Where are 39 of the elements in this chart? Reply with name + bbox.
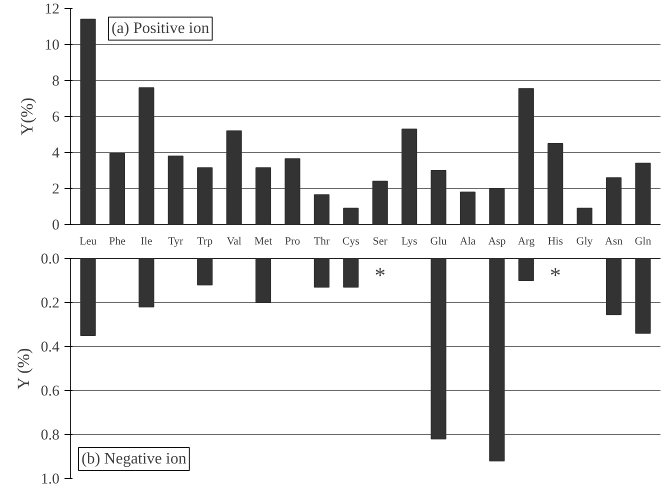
- y-tick-label: 10: [44, 38, 60, 54]
- y-tick-label: 0: [52, 218, 60, 234]
- x-tick-label: Gly: [576, 236, 594, 248]
- x-tick-label: Gln: [634, 236, 652, 248]
- y-tick-label: 0.8: [40, 428, 60, 444]
- x-tick-label: Met: [254, 236, 272, 248]
- y-tick-label: 12: [44, 2, 60, 18]
- y-axis-title: Y (%): [14, 348, 33, 390]
- y-tick-label: 8: [52, 74, 60, 90]
- y-tick-label: 1.0: [40, 472, 60, 488]
- x-tick-label: Ile: [140, 236, 152, 248]
- y-axis-title: Y(%): [18, 98, 36, 136]
- y-tick-label: 0.6: [40, 384, 60, 400]
- y-tick-label: 6: [52, 110, 60, 126]
- x-tick-label: Trp: [197, 236, 214, 248]
- x-tick-label: Leu: [79, 236, 98, 248]
- x-tick-label: Pro: [284, 236, 301, 248]
- y-tick-label: 4: [52, 146, 60, 162]
- annotation: *: [550, 262, 561, 288]
- x-tick-label: Arg: [518, 236, 536, 248]
- x-tick-label: Glu: [430, 236, 448, 248]
- x-tick-label: His: [548, 236, 563, 248]
- x-tick-label: Ser: [372, 236, 388, 248]
- x-tick-label: Cys: [342, 236, 360, 248]
- x-tick-label: Thr: [314, 236, 330, 248]
- x-tick-label: Asn: [604, 236, 624, 248]
- x-tick-label: Phe: [108, 236, 126, 248]
- text: (b) Negative ion: [82, 450, 186, 468]
- x-tick-label: Asp: [488, 236, 506, 248]
- x-tick-label: Lys: [401, 236, 418, 248]
- annotation: *: [374, 262, 386, 288]
- y-tick-label: 2: [52, 182, 60, 198]
- y-tick-label: 0.4: [40, 340, 60, 356]
- x-tick-label: Ala: [460, 236, 476, 248]
- x-tick-label: Tyr: [168, 236, 184, 248]
- x-tick-label: Val: [226, 236, 242, 248]
- text: (a) Positive ion: [111, 20, 210, 38]
- y-tick-label: 0.0: [40, 252, 60, 268]
- y-tick-label: 0.2: [40, 296, 60, 312]
